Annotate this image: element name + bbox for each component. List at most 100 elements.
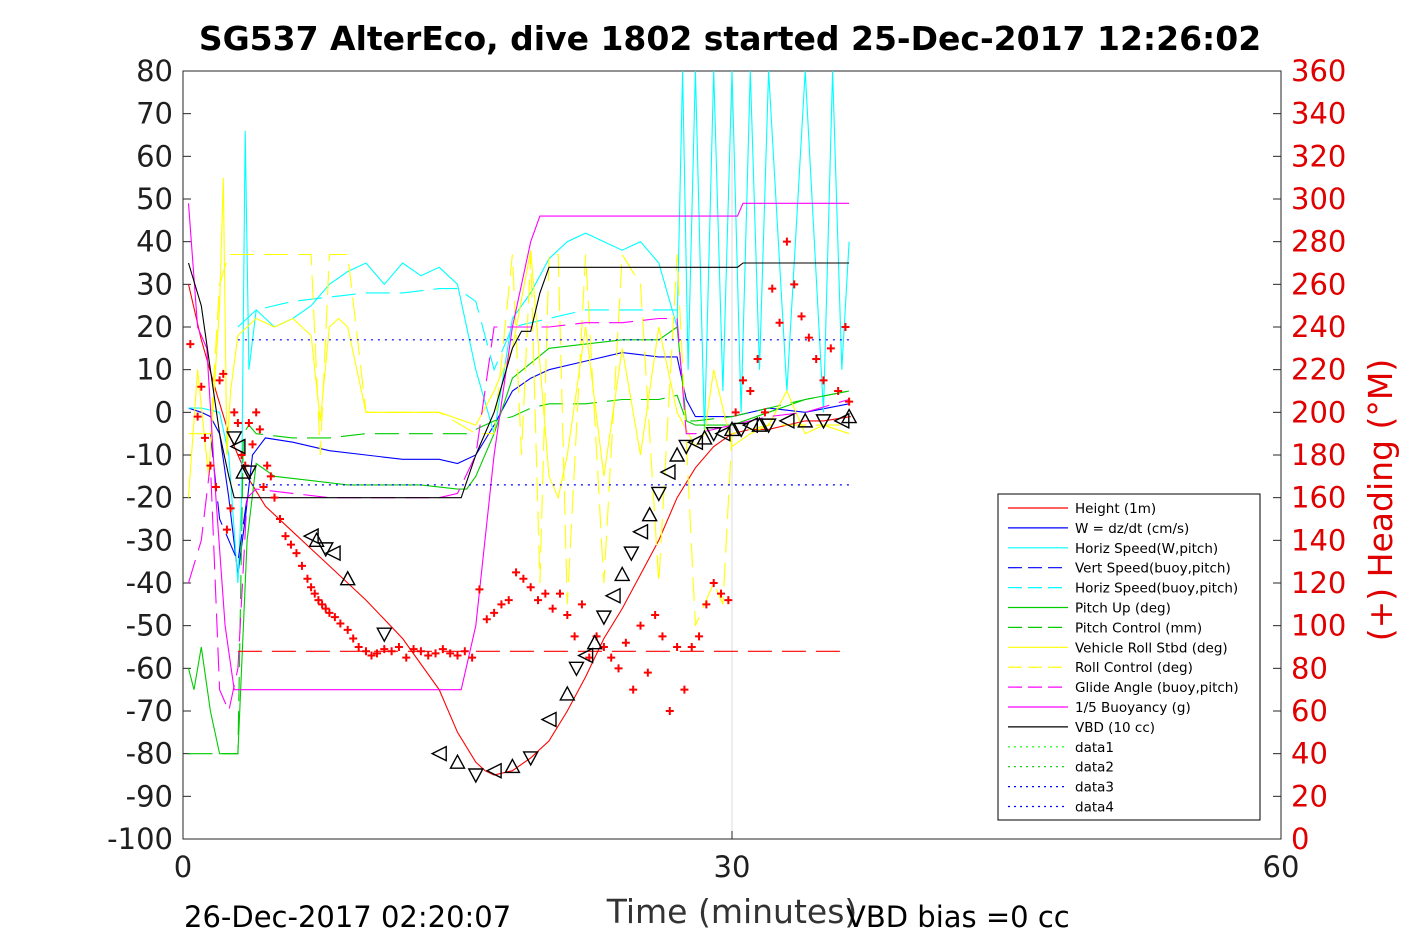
- legend-label: Height (1m): [1075, 501, 1156, 517]
- series-horiz-speed-buoy-pitch: [237, 288, 678, 372]
- heading-point: [200, 433, 209, 442]
- heading-point: [482, 615, 491, 624]
- heading-point: [281, 532, 290, 541]
- triangle-marker: [485, 762, 502, 779]
- heading-point: [804, 333, 813, 342]
- heading-point: [325, 608, 334, 617]
- left-tick-label: 10: [136, 353, 173, 387]
- triangle-marker: [659, 463, 676, 481]
- heading-point: [738, 376, 747, 385]
- triangle-marker: [226, 431, 243, 447]
- heading-point: [349, 634, 358, 643]
- triangle-marker: [668, 446, 686, 462]
- heading-point: [475, 585, 484, 594]
- left-tick-label: 40: [136, 225, 173, 259]
- heading-point: [548, 604, 557, 613]
- heading-point: [263, 461, 272, 470]
- triangle-marker: [696, 429, 713, 445]
- heading-point: [504, 596, 513, 605]
- heading-point: [303, 574, 312, 583]
- triangle-marker: [678, 439, 695, 455]
- right-tick-label: 360: [1291, 54, 1346, 88]
- legend-label: Glide Angle (buoy,pitch): [1075, 680, 1239, 696]
- heading-point: [438, 645, 447, 654]
- right-tick-label: 340: [1291, 97, 1346, 131]
- series-vbd-10-cc: [187, 262, 850, 499]
- heading-point: [431, 649, 440, 658]
- heading-point: [834, 387, 843, 395]
- left-tick-label: 20: [136, 310, 173, 344]
- heading-point: [255, 425, 264, 434]
- heading-point: [215, 376, 224, 385]
- heading-point: [673, 643, 682, 651]
- heading-point: [252, 408, 261, 417]
- triangle-marker: [449, 753, 466, 769]
- triangle-marker: [430, 745, 447, 762]
- triangle-marker: [317, 542, 334, 558]
- heading-point: [314, 596, 323, 605]
- triangle-marker: [614, 565, 631, 582]
- heading-point: [570, 632, 579, 641]
- triangle-marker: [833, 412, 850, 429]
- heading-point: [297, 561, 306, 570]
- legend-label: data2: [1075, 760, 1114, 776]
- series-vehicle-roll-stbd-deg: [187, 177, 850, 500]
- right-tick-label: 140: [1291, 523, 1346, 557]
- heading-point: [468, 653, 477, 662]
- footer-vbd-bias: VBD bias =0 cc: [846, 900, 1070, 934]
- heading-point: [394, 643, 403, 651]
- right-tick-label: 60: [1291, 694, 1328, 728]
- triangle-marker: [723, 420, 741, 437]
- left-tick-label: 0: [155, 395, 173, 429]
- heading-point: [680, 685, 689, 694]
- heading-point: [782, 237, 791, 246]
- left-tick-label: -10: [126, 438, 173, 472]
- series-pitch-control-mm: [188, 390, 850, 755]
- right-tick-label: 160: [1291, 481, 1346, 515]
- legend-label: Vert Speed(buoy,pitch): [1075, 561, 1231, 577]
- heading-point: [226, 504, 235, 513]
- legend-label: Pitch Control (mm): [1075, 620, 1202, 636]
- heading-point: [321, 604, 330, 613]
- heading-point: [753, 355, 762, 363]
- series-roll-control-deg: [188, 252, 850, 626]
- bottom-tick-label: 0: [174, 850, 192, 884]
- right-tick-label: 100: [1291, 609, 1346, 643]
- footer-end-time: 26-Dec-2017 02:20:07: [184, 900, 511, 934]
- right-tick-label: 320: [1291, 139, 1346, 173]
- heading-point: [812, 355, 821, 363]
- triangle-markers: [226, 408, 858, 784]
- heading-point: [636, 621, 645, 630]
- legend-label: Horiz Speed(W,pitch): [1075, 541, 1218, 557]
- heading-point: [746, 387, 755, 395]
- triangle-marker: [732, 422, 750, 438]
- heading-point: [512, 568, 521, 577]
- heading-point: [186, 340, 195, 349]
- heading-point: [367, 651, 376, 660]
- triangle-marker: [778, 412, 795, 429]
- legend-label: data4: [1075, 800, 1114, 816]
- heading-point: [629, 685, 638, 694]
- heading-point: [826, 344, 835, 353]
- heading-point: [380, 645, 389, 654]
- heading-point: [266, 472, 275, 481]
- right-tick-label: 0: [1291, 822, 1309, 856]
- triangle-marker: [559, 685, 576, 701]
- left-tick-label: 80: [136, 54, 173, 88]
- heading-point: [526, 583, 535, 592]
- triangle-marker: [308, 531, 325, 548]
- right-tick-label: 120: [1291, 566, 1346, 600]
- legend-label: VBD (10 cc): [1075, 720, 1155, 736]
- triangle-marker: [815, 414, 832, 430]
- bottom-tick-label: 30: [714, 850, 751, 884]
- heading-point: [206, 461, 215, 470]
- triangle-marker: [641, 506, 658, 522]
- right-axis-label: (+) Heading (°M): [1361, 359, 1400, 641]
- heading-point: [424, 651, 433, 660]
- left-tick-label: -30: [126, 523, 173, 557]
- left-tick-label: 60: [136, 139, 173, 173]
- triangle-marker: [741, 417, 758, 434]
- heading-point: [797, 312, 806, 321]
- triangle-marker: [760, 418, 777, 434]
